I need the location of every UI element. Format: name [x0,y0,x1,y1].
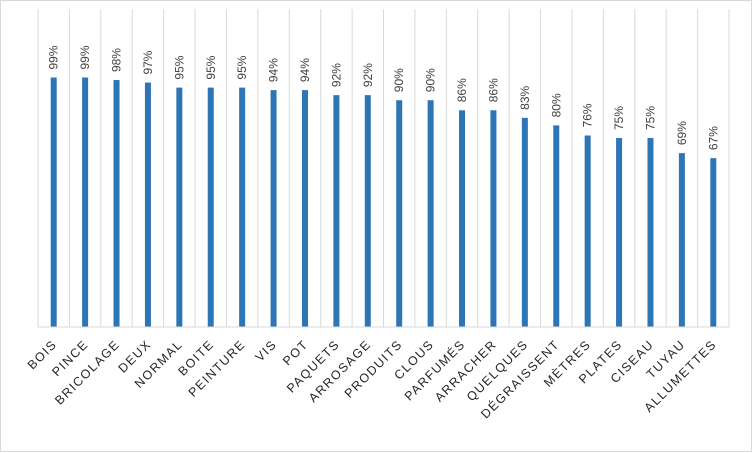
data-label: 95% [204,55,218,79]
bar [50,77,57,328]
gridlines [37,9,730,327]
data-label: 90% [392,68,406,92]
data-label: 75% [612,106,626,130]
bar [678,153,685,327]
bar [710,158,717,327]
data-label: 86% [455,78,469,102]
category-labels: BOISPINCEBRICOLAGEDEUXNORMALBOITEPEINTUR… [25,337,720,422]
data-label: 94% [267,58,281,82]
data-label: 92% [361,63,375,87]
data-label: 83% [518,85,532,109]
data-label: 94% [298,58,312,82]
data-label: 92% [329,63,343,87]
bar-series [50,77,717,328]
bar [333,95,340,327]
bar [239,87,246,327]
data-label: 99% [47,45,61,69]
bar [647,138,654,327]
data-labels: 99% 99% 98% 97% 95% 95% 95% 94% 94% 92% 92% 90% 90% 8… [47,45,721,150]
bar [584,135,591,327]
data-label: 67% [706,126,720,150]
data-label: 75% [643,106,657,130]
bar [427,100,434,327]
bar [113,80,120,327]
bar [176,87,183,327]
data-label: 80% [549,93,563,117]
bar [459,110,466,327]
data-label: 90% [424,68,438,92]
data-label: 76% [581,103,595,127]
data-label: 95% [235,55,249,79]
bar [616,138,623,327]
bar [82,77,89,328]
bar [144,82,151,327]
bar [364,95,371,327]
bar [396,100,403,327]
data-label: 99% [78,45,92,69]
data-label: 98% [110,48,124,72]
bar [301,90,308,328]
bar [490,110,497,327]
bar [553,125,560,328]
bar [521,117,528,327]
bar [207,87,214,327]
data-label: 95% [172,55,186,79]
category-label: VIS [253,337,280,364]
data-label: 69% [675,121,689,145]
data-label: 97% [141,50,155,74]
data-label: 86% [486,78,500,102]
bar [270,90,277,328]
